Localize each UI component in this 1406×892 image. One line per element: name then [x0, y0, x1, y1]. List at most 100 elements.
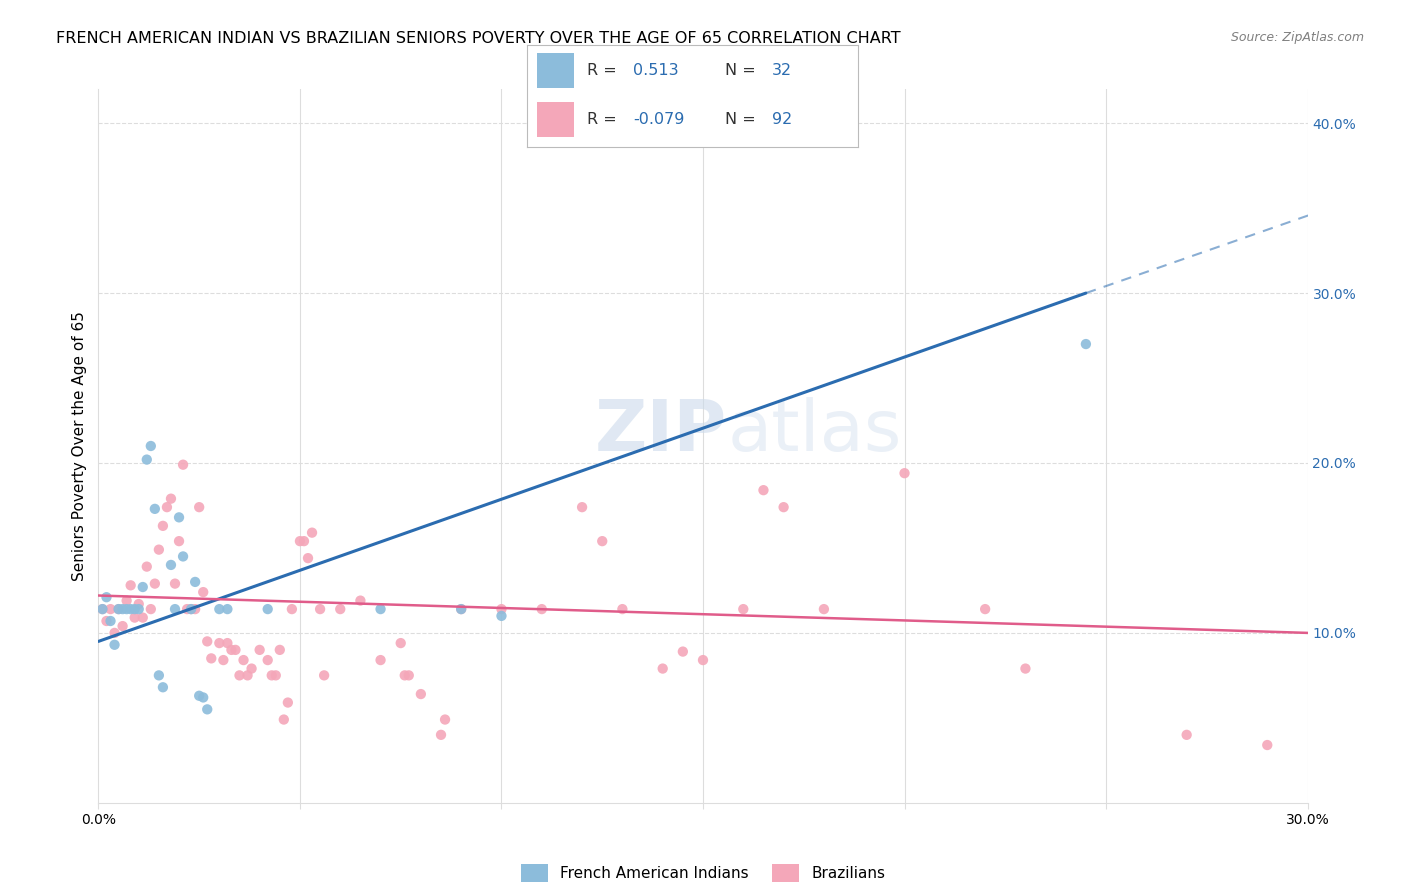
Point	[103, 638, 125, 652]
Point	[288, 534, 311, 549]
Point	[132, 580, 155, 594]
Point	[180, 602, 202, 616]
Text: atlas: atlas	[727, 397, 901, 467]
Text: FRENCH AMERICAN INDIAN VS BRAZILIAN SENIORS POVERTY OVER THE AGE OF 65 CORRELATI: FRENCH AMERICAN INDIAN VS BRAZILIAN SENI…	[56, 31, 901, 46]
Legend: French American Indians, Brazilians: French American Indians, Brazilians	[515, 858, 891, 888]
Point	[260, 668, 283, 682]
Point	[292, 534, 315, 549]
Point	[389, 636, 412, 650]
Point	[135, 452, 157, 467]
Point	[188, 500, 211, 515]
Point	[491, 608, 513, 623]
Point	[217, 636, 239, 650]
Point	[434, 713, 457, 727]
Point	[139, 602, 162, 616]
Point	[163, 576, 186, 591]
Point	[733, 602, 755, 616]
Point	[96, 591, 118, 605]
Point	[1175, 728, 1198, 742]
Point	[111, 602, 134, 616]
Point	[143, 501, 166, 516]
Point	[152, 680, 174, 694]
Point	[188, 689, 211, 703]
Point	[772, 500, 794, 515]
Point	[273, 713, 295, 727]
Text: R =: R =	[586, 112, 616, 127]
Point	[132, 610, 155, 624]
Bar	[537, 53, 574, 87]
Point	[208, 636, 231, 650]
Point	[107, 602, 129, 616]
Point	[571, 500, 593, 515]
Point	[163, 602, 186, 616]
Text: 32: 32	[772, 62, 792, 78]
Point	[212, 653, 235, 667]
Text: R =: R =	[586, 62, 616, 78]
Point	[450, 602, 472, 616]
Text: -0.079: -0.079	[633, 112, 685, 127]
Point	[167, 534, 190, 549]
Point	[115, 602, 138, 616]
Point	[692, 653, 714, 667]
Point	[256, 653, 278, 667]
Point	[314, 668, 336, 682]
Point	[200, 651, 222, 665]
Point	[370, 602, 392, 616]
Point	[301, 525, 323, 540]
Point	[224, 643, 246, 657]
Point	[651, 662, 673, 676]
Point	[156, 500, 179, 515]
Text: N =: N =	[725, 62, 756, 78]
Point	[813, 602, 835, 616]
Point	[281, 602, 304, 616]
Point	[409, 687, 432, 701]
Point	[184, 574, 207, 589]
Point	[103, 626, 125, 640]
Point	[277, 696, 299, 710]
Point	[96, 614, 118, 628]
Point	[124, 610, 146, 624]
Point	[128, 597, 150, 611]
Point	[974, 602, 997, 616]
Point	[1014, 662, 1036, 676]
Point	[148, 668, 170, 682]
Point	[236, 668, 259, 682]
Point	[152, 519, 174, 533]
Point	[672, 644, 695, 658]
Point	[160, 558, 183, 572]
Point	[180, 602, 202, 616]
Point	[256, 602, 278, 616]
Point	[1256, 738, 1278, 752]
Text: 92: 92	[772, 112, 792, 127]
Point	[221, 643, 243, 657]
Point	[128, 602, 150, 616]
Point	[100, 602, 122, 616]
Point	[217, 602, 239, 616]
Point	[232, 653, 254, 667]
Point	[160, 491, 183, 506]
Text: 0.513: 0.513	[633, 62, 679, 78]
Point	[249, 643, 271, 657]
Point	[100, 614, 122, 628]
Point	[135, 559, 157, 574]
Point	[329, 602, 352, 616]
Point	[269, 643, 291, 657]
Point	[172, 458, 194, 472]
Point	[309, 602, 332, 616]
Point	[398, 668, 420, 682]
Point	[349, 593, 371, 607]
Point	[264, 668, 287, 682]
Point	[120, 602, 142, 616]
Text: Source: ZipAtlas.com: Source: ZipAtlas.com	[1230, 31, 1364, 45]
Point	[115, 593, 138, 607]
Text: N =: N =	[725, 112, 756, 127]
Point	[91, 602, 114, 616]
Point	[193, 690, 215, 705]
Point	[450, 602, 472, 616]
Point	[124, 602, 146, 616]
Point	[591, 534, 613, 549]
Point	[111, 619, 134, 633]
Point	[148, 542, 170, 557]
Point	[491, 602, 513, 616]
Point	[893, 466, 915, 480]
